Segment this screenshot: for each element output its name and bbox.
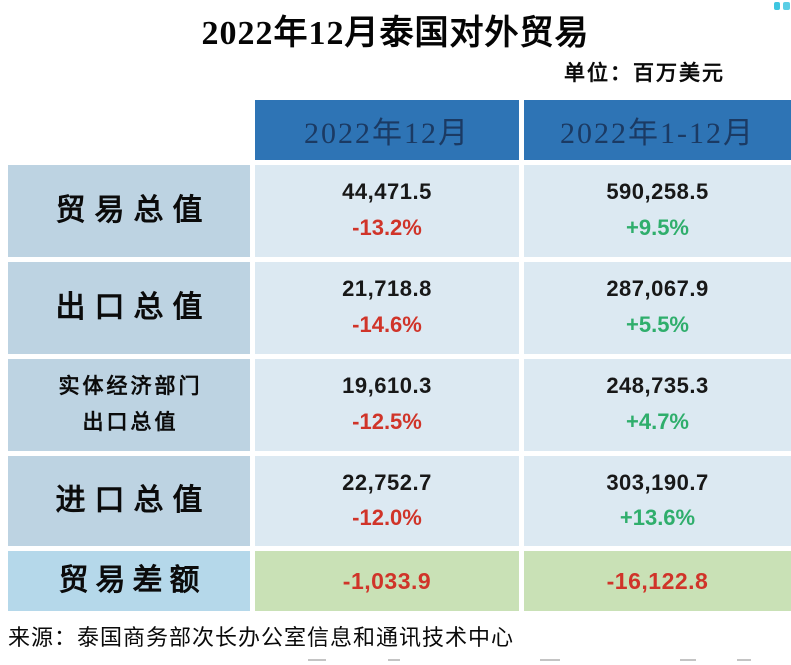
data-cell-imports-ytd: 303,190.7 +13.6%	[524, 456, 791, 546]
artifact-dash	[308, 659, 326, 661]
value-text: 287,067.9	[606, 276, 709, 301]
value-text: 303,190.7	[606, 469, 709, 495]
value-text: 44,471.5	[342, 179, 432, 204]
row-label-trade-balance: 贸易差额	[8, 551, 250, 611]
pct-change-text: -12.5%	[352, 409, 422, 434]
pct-change-text: +13.6%	[619, 504, 696, 530]
data-cell-total-trade-ytd: 590,258.5 +9.5%	[524, 165, 791, 257]
watermark-icon	[774, 2, 790, 11]
value-text: -16,122.8	[606, 567, 709, 594]
data-cell-exports-dec: 21,718.8 -14.6%	[255, 262, 519, 354]
watermark-shape	[783, 2, 790, 10]
trade-table: 2022年12月 2022年1-12月 贸易总值 44,471.5 -13.2%…	[8, 100, 791, 611]
value-text: 19,610.3	[342, 373, 432, 398]
unit-label: 单位：百万美元	[564, 61, 725, 85]
artifact-dash	[680, 659, 696, 661]
source-note: 来源：泰国商务部次长办公室信息和通讯技术中心	[8, 625, 515, 650]
value-text: 22,752.7	[342, 469, 432, 495]
pct-change-text: +9.5%	[626, 215, 689, 240]
data-cell-total-trade-dec: 44,471.5 -13.2%	[255, 165, 519, 257]
value-text: 590,258.5	[606, 179, 709, 204]
column-header-full-year: 2022年1-12月	[524, 100, 791, 160]
artifact-dash	[388, 659, 400, 661]
artifact-dash	[540, 659, 560, 661]
column-header-december: 2022年12月	[255, 100, 519, 160]
row-label-total-trade: 贸易总值	[8, 165, 250, 257]
artifact-dash	[737, 659, 751, 661]
row-label-real-economy-exports: 实体经济部门 出口总值	[8, 359, 250, 451]
pct-change-text: +5.5%	[626, 312, 689, 337]
header-spacer	[8, 100, 250, 160]
watermark-shape	[774, 2, 780, 10]
pct-change-text: -13.2%	[352, 215, 422, 240]
row-label-total-imports: 进口总值	[8, 456, 250, 546]
pct-change-text: -12.0%	[352, 504, 422, 530]
data-cell-imports-dec: 22,752.7 -12.0%	[255, 456, 519, 546]
value-text: -1,033.9	[342, 567, 432, 594]
data-cell-balance-ytd: -16,122.8	[524, 551, 791, 611]
value-text: 248,735.3	[606, 373, 709, 398]
row-label-total-exports: 出口总值	[8, 262, 250, 354]
data-cell-balance-dec: -1,033.9	[255, 551, 519, 611]
data-cell-real-economy-dec: 19,610.3 -12.5%	[255, 359, 519, 451]
pct-change-text: +4.7%	[626, 409, 689, 434]
data-cell-exports-ytd: 287,067.9 +5.5%	[524, 262, 791, 354]
data-cell-real-economy-ytd: 248,735.3 +4.7%	[524, 359, 791, 451]
page-title: 2022年12月泰国对外贸易	[201, 15, 590, 52]
value-text: 21,718.8	[342, 276, 432, 301]
pct-change-text: -14.6%	[352, 312, 422, 337]
